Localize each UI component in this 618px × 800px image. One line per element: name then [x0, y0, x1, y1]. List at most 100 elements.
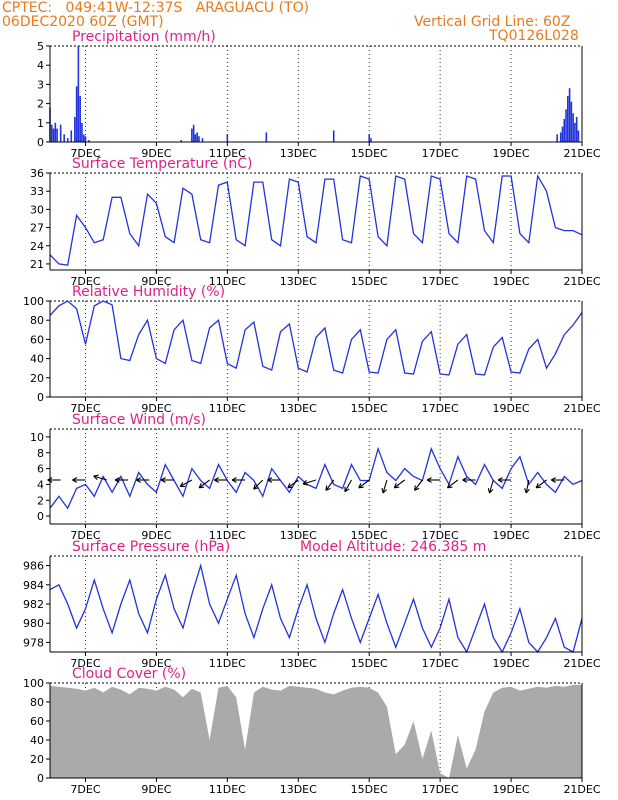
x-tick-label: 13DEC: [280, 147, 317, 160]
y-tick-label: 0: [37, 772, 44, 785]
y-tick-label: 6: [37, 463, 44, 476]
precip-bar: [70, 130, 73, 142]
panel-precip: 0 1 2 3 4 5 7DEC 9DEC 11DEC 13DEC 15DEC 17DEC 19DEC 2…: [37, 29, 601, 160]
precip-bar: [88, 140, 90, 142]
x-tick-label: 15DEC: [351, 657, 388, 670]
wind-series-line: [49, 446, 583, 510]
wind-arrow: [160, 477, 175, 483]
x-tick-label: 9DEC: [141, 657, 171, 670]
panel-cloud: 0 20 40 60 80 100 7DEC 9DEC 11DEC 13DEC 15DEC 17DEC…: [23, 666, 601, 796]
precip-bar: [180, 140, 183, 142]
wind-arrow: [136, 477, 150, 483]
wind-arrow: [93, 474, 107, 481]
x-tick-label: 7DEC: [70, 529, 100, 542]
x-tick-label: 9DEC: [141, 147, 171, 160]
precip-bar: [561, 126, 564, 142]
precip-bar: [572, 113, 574, 142]
header-grid-note: Vertical Grid Line: 60Z: [414, 14, 571, 30]
y-tick-label: 8: [37, 447, 44, 460]
x-tick-label: 9DEC: [141, 402, 171, 415]
panel-annotation: Model Altitude: 246.385 m: [300, 539, 486, 555]
y-tick-label: 10: [30, 431, 44, 444]
wind-arrow: [462, 477, 476, 483]
precip-bar: [63, 134, 65, 142]
x-tick-label: 15DEC: [351, 275, 388, 288]
y-tick-label: 1: [37, 117, 44, 130]
precip-bar: [265, 132, 268, 142]
x-tick-label: 15DEC: [351, 402, 388, 415]
precip-bar: [74, 117, 76, 142]
x-tick-label: 11DEC: [209, 402, 246, 415]
precip-bar: [56, 128, 58, 142]
precip-bar: [81, 122, 83, 142]
x-tick-label: 17DEC: [422, 783, 459, 796]
precip-bar: [191, 128, 193, 142]
x-tick-label: 9DEC: [141, 783, 171, 796]
y-tick-label: 4: [37, 59, 44, 72]
precip-bar: [575, 117, 578, 142]
y-tick-label: 100: [23, 295, 44, 308]
wind-arrow: [393, 479, 405, 489]
wind-arrow: [344, 479, 352, 493]
precip-bar: [201, 138, 204, 142]
x-tick-label: 19DEC: [493, 529, 530, 542]
y-tick-label: 986: [23, 560, 44, 573]
wind-arrow: [551, 477, 565, 483]
precip-bar: [559, 132, 562, 142]
y-tick-label: 36: [30, 167, 44, 180]
x-tick-label: 15DEC: [351, 529, 388, 542]
x-tick-label: 11DEC: [209, 783, 246, 796]
precip-bar: [192, 124, 195, 142]
x-tick-label: 17DEC: [422, 147, 459, 160]
x-tick-label: 13DEC: [280, 783, 317, 796]
precip-bar: [567, 95, 569, 142]
x-tick-label: 9DEC: [141, 275, 171, 288]
x-tick-label: 21DEC: [563, 275, 600, 288]
precip-bar: [568, 88, 571, 142]
precip-bar: [50, 124, 53, 142]
panel-title: Cloud Cover (%): [72, 666, 186, 682]
y-tick-label: 980: [23, 617, 44, 630]
header-station: CPTEC: 049:41W-12:37S ARAGUACU (TO): [2, 0, 310, 16]
precip-bar: [570, 101, 573, 142]
wind-arrow: [267, 477, 281, 483]
cloud-area: [50, 684, 582, 778]
wind-arrow: [497, 477, 512, 483]
precip-bar: [66, 138, 69, 142]
precip-bar: [574, 122, 576, 142]
wind-arrow: [414, 479, 423, 491]
header-model-code: TQ0126L028: [489, 28, 579, 44]
x-tick-label: 17DEC: [422, 657, 459, 670]
x-tick-label: 21DEC: [563, 657, 600, 670]
x-tick-label: 7DEC: [70, 402, 100, 415]
precip-bar: [54, 122, 57, 142]
x-tick-label: 15DEC: [351, 147, 388, 160]
precip-bar: [82, 134, 85, 142]
x-tick-label: 15DEC: [351, 783, 388, 796]
wind-arrow: [179, 479, 193, 488]
y-tick-label: 2: [37, 494, 44, 507]
x-tick-label: 17DEC: [422, 529, 459, 542]
y-tick-label: 21: [30, 258, 44, 271]
x-tick-label: 13DEC: [280, 275, 317, 288]
panel-title: Surface Temperature (nC): [72, 156, 253, 172]
x-tick-label: 7DEC: [70, 783, 100, 796]
y-tick-label: 20: [30, 372, 44, 385]
y-tick-label: 982: [23, 598, 44, 611]
y-tick-label: 30: [30, 203, 44, 216]
x-tick-label: 17DEC: [422, 402, 459, 415]
y-tick-label: 2: [37, 98, 44, 111]
y-tick-label: 40: [30, 734, 44, 747]
precip-bar: [194, 134, 197, 142]
x-tick-label: 21DEC: [563, 783, 600, 796]
panel-title: Surface Wind (m/s): [72, 412, 206, 428]
panel-wind: 0 2 4 6 8 10 7DEC 9DEC 11DEC 13DEC 15DEC 17DEC 19DEC…: [30, 412, 601, 542]
y-tick-label: 100: [23, 677, 44, 690]
y-tick-label: 978: [23, 636, 44, 649]
wind-arrow: [358, 479, 370, 489]
x-tick-label: 7DEC: [70, 657, 100, 670]
x-tick-label: 7DEC: [70, 147, 100, 160]
precip-bar: [565, 109, 567, 142]
header-datetime: 06DEC2020 60Z (GMT): [2, 14, 164, 30]
